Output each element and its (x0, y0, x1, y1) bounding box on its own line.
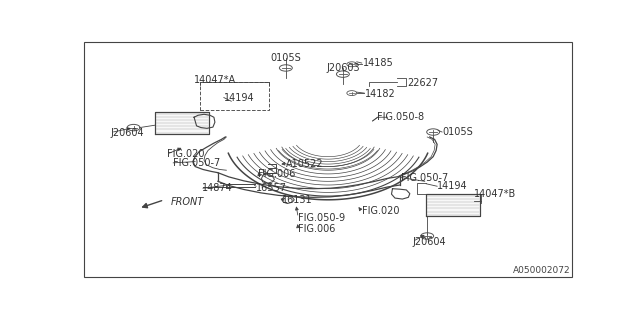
Text: 14194: 14194 (224, 92, 255, 102)
Text: 0105S: 0105S (442, 127, 473, 137)
Text: FRONT: FRONT (170, 196, 204, 206)
Text: J20603: J20603 (326, 63, 360, 73)
Text: FIG.050-8: FIG.050-8 (376, 112, 424, 122)
Bar (200, 82, 269, 110)
Text: FIG.020: FIG.020 (167, 149, 204, 159)
Text: A050002072: A050002072 (513, 266, 570, 275)
Text: FIG.006: FIG.006 (298, 224, 335, 234)
Text: FIG.020: FIG.020 (362, 206, 399, 216)
Bar (426, 194, 480, 216)
Text: J20604: J20604 (412, 237, 446, 247)
Text: FIG.050-7: FIG.050-7 (401, 172, 449, 183)
Text: 0105S: 0105S (271, 53, 301, 63)
Text: FIG.050-7: FIG.050-7 (173, 158, 221, 168)
Text: 14194: 14194 (437, 181, 468, 191)
Text: 14185: 14185 (363, 58, 394, 68)
Text: FIG.006: FIG.006 (257, 169, 295, 180)
Text: 14047*B: 14047*B (474, 189, 516, 199)
Text: 14874: 14874 (202, 183, 232, 193)
Text: FIG.050-9: FIG.050-9 (298, 213, 346, 223)
Bar (156, 112, 209, 134)
Text: 14182: 14182 (365, 89, 396, 99)
Text: 16557: 16557 (256, 183, 287, 193)
Text: J20604: J20604 (111, 128, 145, 138)
Text: 22627: 22627 (408, 78, 438, 88)
Text: 16131: 16131 (282, 195, 313, 205)
Text: 14047*A: 14047*A (194, 75, 236, 85)
Text: A10522: A10522 (286, 159, 323, 169)
